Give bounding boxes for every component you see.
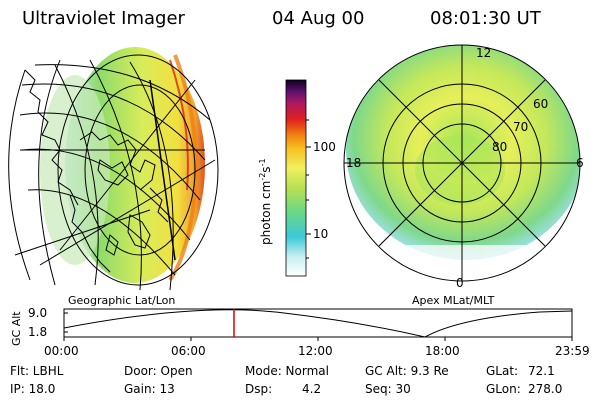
alt-xtick-1800: 18:00 xyxy=(425,344,460,358)
status-glat-label: GLat: xyxy=(486,364,519,378)
colorbar-unit-label: photon cm-2s-1 xyxy=(258,158,273,245)
status-door: Door: Open xyxy=(124,364,193,378)
unit-text: photon cm xyxy=(259,180,273,245)
status-dsp-label: Dsp: xyxy=(245,382,273,396)
lat-lon-grid xyxy=(8,54,219,291)
mlt-label-0: 0 xyxy=(456,276,464,290)
status-seq: Seq: 30 xyxy=(365,382,411,396)
status-dsp-value: 4.2 xyxy=(302,382,322,396)
status-ip: IP: 18.0 xyxy=(10,382,56,396)
mlt-label-6: 6 xyxy=(576,156,584,170)
alt-xtick-0000: 00:00 xyxy=(44,344,79,358)
colorbar xyxy=(285,79,311,277)
altitude-plot xyxy=(63,308,573,341)
status-gain: Gain: 13 xyxy=(124,382,175,396)
colorbar-tick-100: 100 xyxy=(313,140,336,154)
alt-ytick-9: 9.0 xyxy=(28,306,48,320)
lat-label-70: 70 xyxy=(513,120,529,134)
colorbar-tick-10: 10 xyxy=(313,227,329,241)
mlt-label-12: 12 xyxy=(476,46,492,60)
geographic-caption: Geographic Lat/Lon xyxy=(68,294,176,307)
alt-ylabel: GC Alt xyxy=(10,311,23,346)
status-glon-value: 278.0 xyxy=(528,382,563,396)
unit-exponent-2: -1 xyxy=(258,158,267,167)
polar-map xyxy=(343,44,581,282)
alt-xtick-0600: 06:00 xyxy=(171,344,206,358)
alt-xtick-2359: 23:59 xyxy=(555,344,590,358)
status-filter: Flt: LBHL xyxy=(10,364,64,378)
status-gc-alt: GC Alt: 9.3 Re xyxy=(365,364,449,378)
lat-label-60: 60 xyxy=(533,97,549,111)
status-mode: Mode: Normal xyxy=(245,364,329,378)
alt-xtick-1200: 12:00 xyxy=(298,344,333,358)
unit-text-s: s xyxy=(259,166,273,173)
unit-exponent-1: -2 xyxy=(258,172,267,181)
status-glat-value: 72.1 xyxy=(528,364,555,378)
geographic-map xyxy=(8,47,219,291)
polar-grid xyxy=(343,44,581,282)
alt-ytick-1-8: 1.8 xyxy=(28,325,48,339)
time-label: 08:01:30 UT xyxy=(430,8,541,29)
status-glon-label: GLon: xyxy=(486,382,521,396)
instrument-title: Ultraviolet Imager xyxy=(22,8,185,29)
lat-label-80: 80 xyxy=(492,140,508,154)
date-label: 04 Aug 00 xyxy=(272,8,365,29)
coastlines xyxy=(24,69,169,273)
apex-caption: Apex MLat/MLT xyxy=(412,294,495,307)
mlt-label-18: 18 xyxy=(346,156,362,170)
